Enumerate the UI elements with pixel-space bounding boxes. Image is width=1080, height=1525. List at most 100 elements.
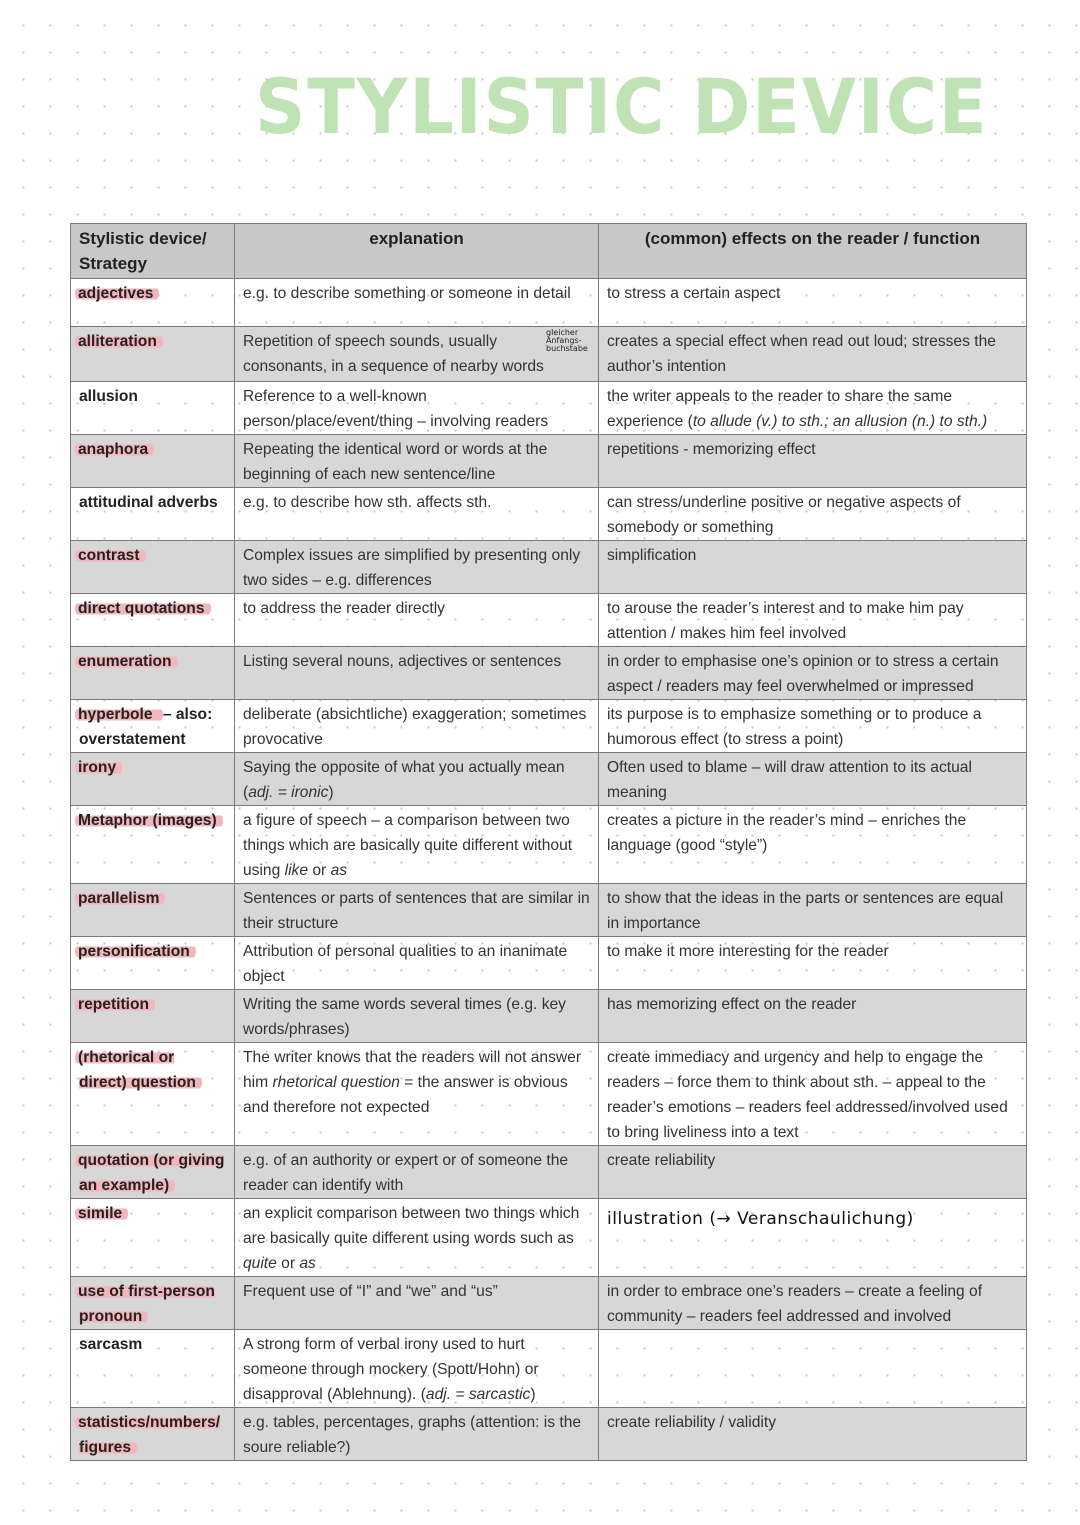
effect-text: create reliability [607,1152,716,1169]
header-explanation: explanation [234,223,599,279]
effect-text: in order to emphasise one’s opinion or t… [607,653,999,695]
explanation-text: Frequent use of “I” and “we” and “us” [243,1283,498,1300]
effect-text: has memorizing effect on the reader [607,996,857,1013]
explanation-text: or [308,862,331,879]
effect-text: to arouse the reader’s interest and to m… [607,600,964,642]
effect-cell [598,1329,1027,1408]
explanation-text: a figure of speech – a comparison betwee… [243,812,573,879]
explanation-text: Attribution of personal qualities to an … [243,943,568,985]
effect-cell: illustration (→ Veranschaulichung) [598,1198,1027,1277]
table-row: irony Saying the opposite of what you act… [70,752,1027,806]
table-row: contrast Complex issues are simplified by… [70,540,1027,594]
highlighted-term: enumeration [75,653,178,670]
explanation-cell: A strong form of verbal irony used to hu… [234,1329,599,1408]
explanation-cell: Reference to a well-known person/place/e… [234,381,599,435]
highlighted-term: hyperbole [75,706,163,723]
explanation-cell: Complex issues are simplified by present… [234,540,599,594]
device-cell: anaphora [70,434,235,488]
page-title: STYLISTIC DEVICE [255,62,989,151]
stylistic-devices-table: Stylistic device/ Strategy explanation (… [70,223,1027,1461]
effect-cell: its purpose is to emphasize something or… [598,699,1027,753]
device-cell: repetition [70,989,235,1043]
explanation-text: Listing several nouns, adjectives or sen… [243,653,562,670]
explanation-text: or [276,1255,300,1272]
term-text: sarcasm [79,1336,143,1353]
explanation-cell: e.g. tables, percentages, graphs (attent… [234,1407,599,1461]
explanation-cell: e.g. to describe how sth. affects sth. [234,487,599,541]
effect-text: its purpose is to emphasize something or… [607,706,982,748]
highlighted-term: use of first-person pronoun [75,1283,215,1325]
table-row: Metaphor (images) a figure of speech – a … [70,805,1027,884]
effect-text: simplification [607,547,697,564]
effect-text: repetitions - memorizing effect [607,441,816,458]
device-cell: attitudinal adverbs [70,487,235,541]
effect-cell: Often used to blame – will draw attentio… [598,752,1027,806]
device-cell: allusion [70,381,235,435]
highlighted-term: contrast [75,547,146,564]
explanation-text: quite [243,1255,277,1272]
table-header-row: Stylistic device/ Strategy explanation (… [70,223,1027,279]
highlighted-term: repetition [75,996,156,1013]
explanation-cell: Attribution of personal qualities to an … [234,936,599,990]
effect-cell: repetitions - memorizing effect [598,434,1027,488]
effect-text: creates a special effect when read out l… [607,333,996,375]
explanation-text: Sentences or parts of sentences that are… [243,890,590,932]
highlighted-term: (rhetorical or direct) question [75,1049,202,1091]
explanation-text: ) [530,1386,536,1403]
effect-cell: can stress/underline positive or negativ… [598,487,1027,541]
effect-text: to stress a certain aspect [607,285,781,302]
table-row: (rhetorical or direct) question The write… [70,1042,1027,1146]
explanation-cell: to address the reader directly [234,593,599,647]
effect-cell: to arouse the reader’s interest and to m… [598,593,1027,647]
explanation-text: adj. = sarcastic [425,1386,531,1403]
explanation-cell: Saying the opposite of what you actually… [234,752,599,806]
device-cell: contrast [70,540,235,594]
effect-cell: in order to emphasise one’s opinion or t… [598,646,1027,700]
explanation-cell: Frequent use of “I” and “we” and “us” [234,1276,599,1330]
explanation-text: Saying the opposite of what you actually… [243,759,565,801]
device-cell: enumeration [70,646,235,700]
highlighted-term: personification [75,943,196,960]
explanation-cell: Sentences or parts of sentences that are… [234,883,599,937]
explanation-text: = the answer is obvious and therefore no… [243,1074,568,1116]
effect-text: in order to embrace one’s readers – crea… [607,1283,983,1325]
explanation-cell: Listing several nouns, adjectives or sen… [234,646,599,700]
explanation-text: like [284,862,309,879]
explanation-text: as [299,1255,316,1272]
explanation-text: Reference to a well-known person/place/e… [243,388,549,430]
term-text: attitudinal adverbs [79,494,218,511]
effect-cell: has memorizing effect on the reader [598,989,1027,1043]
header-device: Stylistic device/ Strategy [70,223,235,279]
effect-text: Often used to blame – will draw attentio… [607,759,972,801]
device-cell: parallelism [70,883,235,937]
device-cell: quotation (or giving an example) [70,1145,235,1199]
effect-cell: create immediacy and urgency and help to… [598,1042,1027,1146]
term-text: allusion [79,388,138,405]
effect-text: to show that the ideas in the parts or s… [607,890,1004,932]
highlighted-term: quotation (or giving an example) [75,1152,225,1194]
explanation-text: to address the reader directly [243,600,445,617]
table-row: quotation (or giving an example) e.g. of … [70,1145,1027,1199]
device-cell: hyperbole – also: overstatement [70,699,235,753]
explanation-text: Writing the same words several times (e.… [243,996,566,1038]
effect-cell: creates a special effect when read out l… [598,326,1027,382]
explanation-text: Repeating the identical word or words at… [243,441,548,483]
effect-cell: the writer appeals to the reader to shar… [598,381,1027,435]
explanation-text: adj. = ironic [248,784,329,801]
effect-text: to allude (v.) to sth.; an allusion (n.)… [692,413,988,430]
highlighted-term: parallelism [75,890,166,907]
effect-text: can stress/underline positive or negativ… [607,494,961,536]
explanation-text: an explicit comparison between two thing… [243,1205,580,1247]
explanation-text: e.g. of an authority or expert or of som… [243,1152,569,1194]
device-cell: personification [70,936,235,990]
table-row: repetition Writing the same words several… [70,989,1027,1043]
effect-text: create reliability / validity [607,1414,776,1431]
effect-cell: create reliability [598,1145,1027,1199]
effect-cell: in order to embrace one’s readers – crea… [598,1276,1027,1330]
device-cell: statistics/numbers/ figures [70,1407,235,1461]
explanation-cell: an explicit comparison between two thing… [234,1198,599,1277]
explanation-text: The writer knows that the readers will n… [243,1049,582,1091]
effect-cell: simplification [598,540,1027,594]
highlighted-term: simile [75,1205,129,1222]
device-cell: direct quotations [70,593,235,647]
